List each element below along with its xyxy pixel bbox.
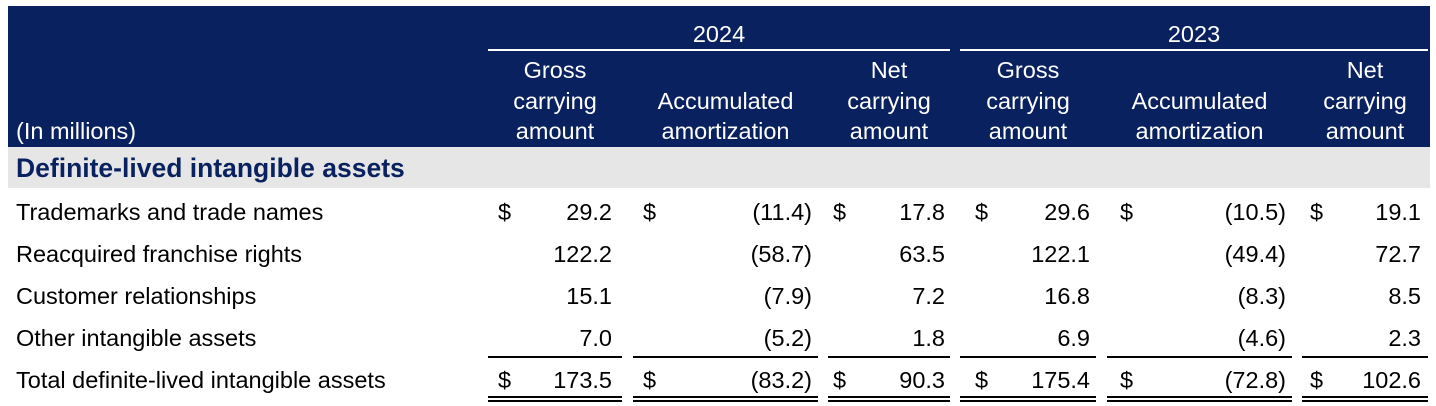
cell-value: 72.7 (1375, 241, 1421, 267)
total-double-rule-bottom (960, 400, 1096, 402)
column-header-2024-0-line-2: amount (515, 118, 595, 144)
cell-value: 173.5 (553, 367, 612, 393)
dollar-sign: $ (498, 367, 512, 393)
cell-value: 16.8 (1044, 283, 1090, 309)
column-header-2023-2-line-2: amount (1325, 118, 1405, 144)
cell-value: (4.6) (1237, 325, 1286, 351)
row-label: Trademarks and trade names (16, 199, 324, 225)
total-double-rule-top (1302, 396, 1428, 398)
subtotal-rule (633, 356, 818, 358)
column-header-2024-1-line-1: amortization (661, 118, 790, 144)
dollar-sign: $ (498, 199, 512, 225)
column-header-2023-2-line-0: Net (1346, 57, 1384, 83)
column-header-2023-0-line-0: Gross (996, 57, 1060, 83)
cell-value: 122.1 (1031, 241, 1090, 267)
dollar-sign: $ (643, 199, 657, 225)
unit-label: (In millions) (16, 118, 137, 144)
total-double-rule-top (1107, 396, 1292, 398)
row-label: Total definite-lived intangible assets (16, 367, 386, 393)
cell-value: 63.5 (899, 241, 945, 267)
dollar-sign: $ (1310, 367, 1324, 393)
section-title: Definite-lived intangible assets (16, 153, 405, 183)
cell-value: (72.8) (1224, 367, 1286, 393)
column-header-2024-0-line-1: carrying (513, 88, 597, 114)
total-double-rule-bottom (488, 400, 622, 402)
row-label: Customer relationships (16, 283, 257, 309)
column-header-2024-1-line-0: Accumulated (657, 88, 794, 114)
cell-value: 29.6 (1044, 199, 1090, 225)
column-header-2024-2-line-1: carrying (847, 88, 931, 114)
cell-value: (83.2) (750, 367, 812, 393)
total-double-rule-top (960, 396, 1096, 398)
row-label: Other intangible assets (16, 325, 257, 351)
cell-value: (5.2) (763, 325, 812, 351)
cell-value: (49.4) (1224, 241, 1286, 267)
column-header-2023-1-line-1: amortization (1135, 118, 1264, 144)
column-header-2024-2-line-2: amount (849, 118, 929, 144)
dollar-sign: $ (1120, 199, 1134, 225)
column-header-2024-0-line-0: Gross (523, 57, 587, 83)
table-header (8, 6, 1430, 147)
subtotal-rule (1107, 356, 1292, 358)
row-label: Reacquired franchise rights (16, 241, 303, 267)
cell-value: (7.9) (763, 283, 812, 309)
year-underline-2023 (960, 49, 1428, 51)
column-header-2023-1-line-0: Accumulated (1131, 88, 1268, 114)
total-double-rule-top (828, 396, 950, 398)
cell-value: (11.4) (752, 199, 812, 225)
cell-value: 15.1 (566, 283, 612, 309)
total-double-rule-bottom (1107, 400, 1292, 402)
cell-value: 8.5 (1388, 283, 1421, 309)
cell-value: (10.5) (1224, 199, 1286, 225)
column-header-2023-0-line-2: amount (988, 118, 1068, 144)
section-band (8, 147, 1430, 188)
dollar-sign: $ (833, 367, 847, 393)
cell-value: 29.2 (566, 199, 612, 225)
dollar-sign: $ (833, 199, 847, 225)
cell-value: 19.1 (1375, 199, 1421, 225)
year-label-2024: 2024 (692, 21, 746, 47)
cell-value: 122.2 (553, 241, 612, 267)
cell-value: 175.4 (1031, 367, 1090, 393)
column-header-2024-2-line-0: Net (870, 57, 908, 83)
subtotal-rule (960, 356, 1096, 358)
subtotal-rule (488, 356, 622, 358)
column-header-2023-2-line-1: carrying (1323, 88, 1407, 114)
total-double-rule-bottom (1302, 400, 1428, 402)
year-label-2023: 2023 (1167, 21, 1221, 47)
subtotal-rule (828, 356, 950, 358)
dollar-sign: $ (643, 367, 657, 393)
cell-value: 102.6 (1362, 367, 1421, 393)
cell-value: 7.0 (579, 325, 612, 351)
year-underline-2024 (488, 49, 950, 51)
column-header-2023-0-line-1: carrying (986, 88, 1070, 114)
dollar-sign: $ (975, 367, 989, 393)
cell-value: 17.8 (899, 199, 945, 225)
cell-value: 1.8 (912, 325, 945, 351)
cell-value: 7.2 (912, 283, 945, 309)
dollar-sign: $ (975, 199, 989, 225)
total-double-rule-bottom (633, 400, 818, 402)
dollar-sign: $ (1310, 199, 1324, 225)
total-double-rule-top (488, 396, 622, 398)
cell-value: 2.3 (1388, 325, 1421, 351)
subtotal-rule (1302, 356, 1428, 358)
dollar-sign: $ (1120, 367, 1134, 393)
cell-value: (58.7) (750, 241, 812, 267)
cell-value: 90.3 (899, 367, 945, 393)
total-double-rule-top (633, 396, 818, 398)
total-double-rule-bottom (828, 400, 950, 402)
cell-value: (8.3) (1237, 283, 1286, 309)
cell-value: 6.9 (1057, 325, 1090, 351)
